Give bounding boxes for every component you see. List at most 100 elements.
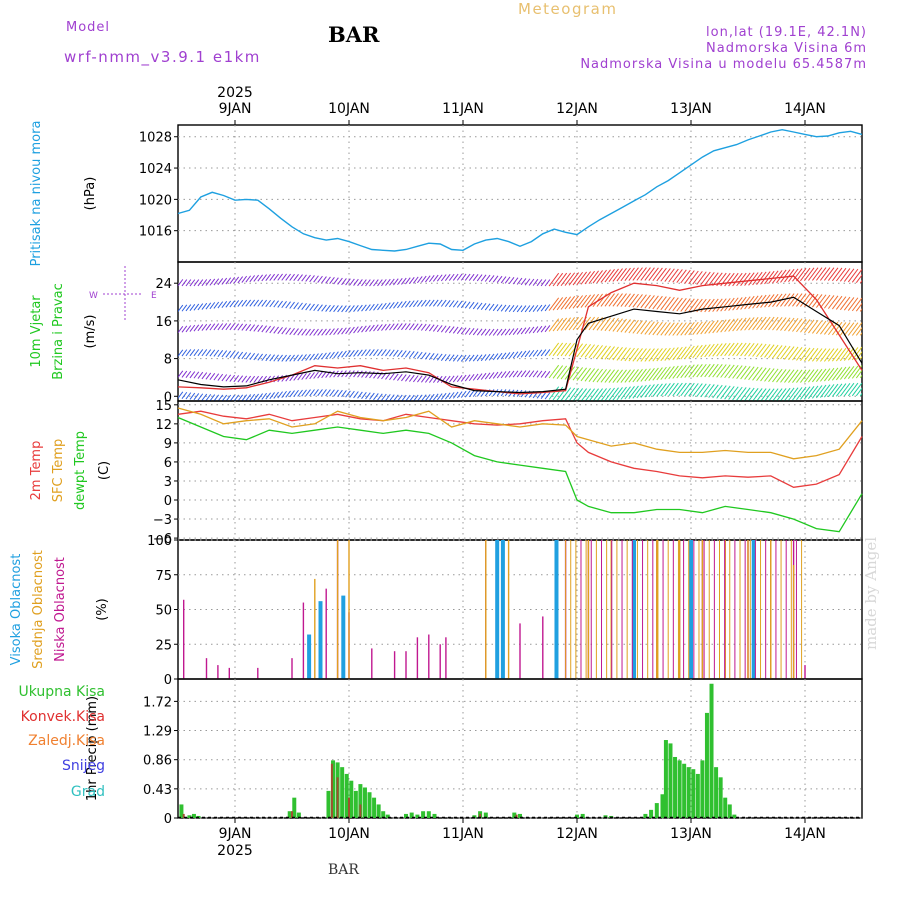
wind-barb (416, 351, 423, 359)
wind-barb (564, 272, 576, 286)
wind-barb (568, 387, 580, 401)
wind-barb (576, 367, 587, 381)
y-axis-label: 2m Temp (29, 441, 44, 501)
wind-barb (225, 300, 232, 308)
wind-barb (205, 278, 212, 286)
precip-bar (654, 803, 659, 818)
wind-barb (536, 325, 543, 333)
bottom-date-label: 13JAN (670, 826, 712, 842)
precip-bar (353, 790, 358, 818)
wind-barb (532, 304, 539, 312)
wind-barb (584, 294, 595, 308)
wind-barb (736, 387, 747, 401)
wind-barb (596, 317, 607, 331)
wind-barb (708, 272, 719, 286)
wind-barb (588, 344, 599, 359)
wind-barb (708, 298, 719, 313)
wind-barb (261, 392, 267, 400)
wind-barb (516, 305, 523, 313)
wind-barb (237, 351, 244, 359)
wind-barb (424, 352, 431, 360)
wind-barb (676, 346, 687, 360)
wind-barb (835, 347, 847, 362)
wind-barb (393, 301, 399, 309)
wind-barb (373, 324, 379, 332)
wind-barb (644, 384, 655, 398)
wind-barb (468, 374, 475, 382)
wind-barb (185, 349, 192, 357)
wind-barb (620, 267, 631, 282)
wind-barb (229, 323, 236, 331)
wind-barb (221, 277, 228, 285)
wind-barb (552, 317, 564, 332)
bottom-year-label: 2025 (217, 843, 253, 859)
wind-barb (277, 326, 283, 334)
precip-bar (732, 814, 737, 818)
wind-barb (504, 352, 511, 360)
wind-barb (496, 389, 503, 397)
wind-barb (504, 328, 511, 336)
y-axis-label: Niska Oblacnost (53, 557, 68, 662)
wind-barb (253, 393, 260, 401)
wind-barb (369, 303, 375, 311)
wind-barb (628, 293, 639, 308)
panel-cloud: 0 25 50 75 100 Visoka Oblacnost Srednja Oblacn… (9, 534, 863, 688)
cloud-bar (318, 601, 323, 679)
wind-barb (512, 351, 519, 359)
wind-barb (744, 387, 755, 401)
wind-barb (620, 347, 631, 361)
wind-barb (788, 346, 799, 361)
wind-barb (309, 372, 315, 380)
wind-barb (760, 367, 771, 382)
wind-barb (349, 305, 355, 313)
wind-barb (464, 327, 471, 335)
wind-barb (843, 297, 855, 311)
bottom-date-label: 14JAN (784, 826, 826, 842)
wind-barb (389, 373, 395, 381)
wind-barb (345, 327, 351, 335)
wind-barb (516, 370, 523, 378)
wind-barb (568, 366, 580, 381)
wind-barb (520, 350, 527, 358)
wind-barb (823, 348, 835, 362)
wind-barb (732, 297, 743, 311)
wind-barb (536, 279, 543, 287)
wind-barb (289, 374, 295, 382)
wind-barb (213, 323, 220, 331)
precip-bar (372, 797, 377, 818)
wind-barb (572, 343, 584, 357)
wind-barb (532, 326, 539, 334)
wind-barb (181, 370, 188, 378)
wind-barb (253, 353, 260, 361)
series-gust (177, 275, 863, 395)
wind-barb (520, 278, 527, 286)
precip-bar (381, 811, 386, 818)
wind-barb (436, 353, 443, 361)
wind-barb (596, 269, 607, 284)
wind-barb (197, 324, 204, 332)
wind-barb (178, 279, 184, 287)
wind-barb (748, 316, 759, 331)
wind-barb (337, 327, 343, 335)
wind-barb (744, 317, 755, 331)
wind-barb (572, 367, 584, 381)
coords: lon,lat (19.1E, 42.1N) (706, 25, 867, 40)
wind-barb (540, 279, 547, 287)
wind-barb (468, 354, 475, 362)
cloud-bar (307, 634, 312, 679)
wind-barb (648, 383, 659, 398)
wind-barb (217, 349, 224, 357)
wind-barb (468, 327, 475, 335)
wind-barb (484, 274, 491, 282)
wind-barb (345, 390, 351, 398)
wind-barb (764, 294, 775, 308)
wind-barb (301, 389, 307, 397)
wind-barb (564, 387, 576, 401)
wind-barb (744, 295, 755, 310)
wind-barb (305, 303, 311, 311)
wind-barb (680, 364, 691, 379)
wind-barb (628, 319, 639, 334)
wind-barb (680, 346, 691, 360)
wind-barb (241, 323, 248, 331)
wind-barb (353, 326, 359, 334)
